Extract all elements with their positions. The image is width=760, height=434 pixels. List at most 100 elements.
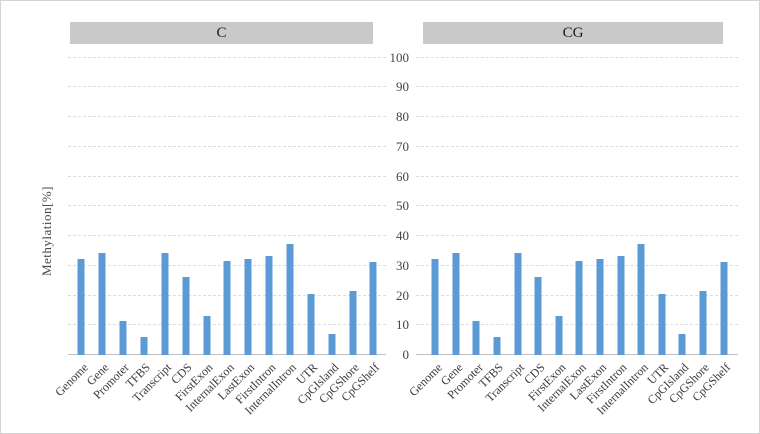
- bar: [98, 252, 106, 355]
- x-label-slot: Genome: [52, 358, 92, 433]
- facet-strip: CG: [423, 22, 723, 44]
- bar-slot: [507, 45, 528, 355]
- bar-slot: [569, 45, 590, 355]
- bar: [161, 252, 169, 355]
- bar: [575, 261, 583, 355]
- bar-slot: [590, 45, 611, 355]
- bar-slot: [196, 45, 217, 355]
- bar-slot: [631, 45, 652, 355]
- bars-container: [68, 45, 386, 355]
- gridline: [416, 116, 738, 117]
- x-axis-labels: Genome Gene Promoter TFBS Transcript CDS First…: [406, 358, 738, 433]
- bar: [77, 259, 85, 355]
- x-label-slot: Transcript: [482, 358, 528, 433]
- bar: [349, 291, 357, 355]
- x-label-slot: Genome: [406, 358, 446, 433]
- y-tick-label: 0: [402, 347, 410, 362]
- gridline: [68, 145, 386, 147]
- bar-slot: [466, 45, 487, 355]
- y-axis-tick-labels: 0 10 20 30 40 50 60 70 80 90 100: [383, 1, 410, 433]
- bar-slot: [259, 45, 280, 355]
- x-label-slot: CpGShelf: [339, 358, 384, 433]
- bar-slot: [713, 45, 734, 355]
- bar-slot: [300, 45, 321, 355]
- bar: [555, 315, 563, 355]
- bar-slot: [549, 45, 570, 355]
- y-tick-label: 10: [396, 317, 409, 333]
- facet-strip: C: [70, 22, 373, 44]
- gridline: [416, 205, 738, 207]
- bar-slot: [342, 45, 363, 355]
- bar-slot: [71, 45, 92, 355]
- bar: [182, 276, 190, 355]
- gridline: [416, 86, 738, 88]
- gridline: [68, 116, 386, 117]
- facet-title: C: [216, 24, 227, 41]
- bar-slot: [652, 45, 673, 355]
- y-tick-label: 60: [396, 168, 409, 184]
- bar-slot: [175, 45, 196, 355]
- bar-slot: [154, 45, 175, 355]
- bar: [286, 244, 294, 355]
- bar: [534, 276, 542, 355]
- gridline: [68, 205, 386, 207]
- x-label-slot: CpGShelf: [689, 358, 734, 433]
- bar: [431, 259, 439, 355]
- facet-panel-c: C Genome Gene Promoter TFBS Transcript CDS Firs…: [52, 1, 386, 433]
- bar-slot: [217, 45, 238, 355]
- gridline: [416, 56, 738, 58]
- bar-slot: [134, 45, 155, 355]
- bar: [140, 336, 148, 355]
- facet-title: CG: [562, 24, 584, 41]
- y-tick-label: 100: [389, 49, 410, 65]
- bar: [699, 291, 707, 355]
- bar: [307, 294, 315, 355]
- bar-slot: [487, 45, 508, 355]
- gridline: [68, 235, 386, 236]
- y-tick-label: 40: [396, 228, 409, 243]
- bar: [203, 315, 211, 355]
- bar: [119, 320, 127, 355]
- bar-slot: [446, 45, 467, 355]
- bar-slot: [280, 45, 301, 355]
- bar-slot: [321, 45, 342, 355]
- bar-slot: [528, 45, 549, 355]
- bar-slot: [238, 45, 259, 355]
- bar: [369, 262, 377, 355]
- bar: [678, 333, 686, 355]
- bar: [244, 259, 252, 355]
- gridline: [68, 86, 386, 88]
- bar: [472, 320, 480, 355]
- plot-area: [416, 45, 738, 355]
- bar: [328, 333, 336, 355]
- y-tick-label: 80: [396, 109, 409, 124]
- y-tick-label: 50: [396, 198, 409, 214]
- bar: [637, 244, 645, 355]
- bar-slot: [693, 45, 714, 355]
- y-axis-title: Methylation[%]: [39, 185, 54, 277]
- bars-container: [416, 45, 738, 355]
- bar: [265, 255, 273, 355]
- y-tick-label: 30: [396, 257, 409, 273]
- bar-slot: [672, 45, 693, 355]
- gridline: [416, 235, 738, 236]
- bar: [617, 255, 625, 355]
- bar: [720, 262, 728, 355]
- bar: [493, 336, 501, 355]
- bar: [452, 252, 460, 355]
- y-tick-label: 20: [396, 287, 409, 303]
- bar-slot: [610, 45, 631, 355]
- bar: [596, 259, 604, 355]
- x-label-slot: Transcript: [130, 358, 175, 433]
- bar-slot: [425, 45, 446, 355]
- gridline: [68, 175, 386, 177]
- bar-slot: [363, 45, 384, 355]
- gridline: [68, 56, 386, 58]
- bar: [223, 261, 231, 355]
- y-tick-label: 70: [396, 138, 409, 154]
- bar: [514, 252, 522, 355]
- gridline: [416, 145, 738, 147]
- bar-slot: [113, 45, 134, 355]
- bar-slot: [92, 45, 113, 355]
